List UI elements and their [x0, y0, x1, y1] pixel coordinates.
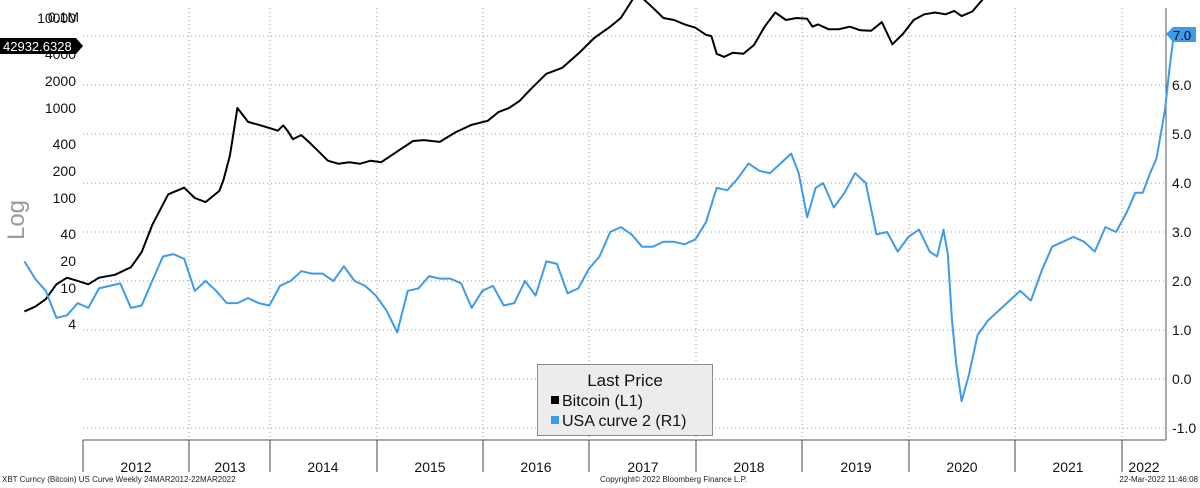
x-tick-label: 2015: [414, 459, 445, 475]
left-tick-label: 10: [60, 280, 76, 296]
series-line-bitcoin: [23, 0, 984, 313]
left-tick-label: 10000: [37, 10, 76, 26]
right-tick-label: 0.0: [1172, 371, 1192, 387]
x-tick-label: 2020: [946, 459, 977, 475]
left-tick-label: 1000: [45, 100, 76, 116]
left-tick-label: 400: [53, 136, 77, 152]
legend-label-usa-curve: USA curve 2 (R1): [562, 413, 687, 430]
right-tick-label: 6.0: [1172, 77, 1192, 93]
series-line-usa-curve: [23, 35, 1175, 403]
right-axis-ticks: 6.0 5.0 4.0 3.0 2.0 1.0 0.0 -1.0: [1172, 77, 1196, 436]
last-value-tag-left: [0, 38, 83, 54]
left-axis-label: Log: [3, 200, 30, 240]
left-tick-label: 200: [53, 163, 77, 179]
x-gridlines: [188, 8, 1123, 440]
left-tick-label: 4: [68, 316, 76, 332]
left-tick-label: 100: [53, 190, 77, 206]
left-tick-label: 0.1M: [48, 9, 79, 25]
x-tick-label: 2019: [840, 459, 871, 475]
right-tick-label: -1.0: [1172, 420, 1196, 436]
right-tick-label: 3.0: [1172, 224, 1192, 240]
right-tick-label: 1.0: [1172, 322, 1192, 338]
x-tick-label: 2018: [733, 459, 764, 475]
left-tick-label: 2000: [45, 73, 76, 89]
x-tick-label: 2021: [1052, 459, 1083, 475]
x-tick-label: 2022: [1128, 459, 1159, 475]
last-value-left: 42932.6328: [3, 39, 72, 54]
x-tick-label: 2014: [307, 459, 338, 475]
left-tick-label: 40: [60, 226, 76, 242]
left-tick-label: 20: [60, 253, 76, 269]
legend: Last Price Bitcoin (L1) USA curve 2 (R1): [537, 364, 713, 436]
right-tick-label: 4.0: [1172, 175, 1192, 191]
series-layer: [23, 0, 1175, 403]
legend-swatch-usa-curve: [551, 416, 559, 424]
x-axis: 2012 2013 2014 2015 2016 2017 2018 2019 2020 2021…: [82, 8, 1167, 475]
right-tick-label: 2.0: [1172, 273, 1192, 289]
last-value-labels: 42932.6328 7.0: [0, 27, 1196, 54]
legend-label-bitcoin: Bitcoin (L1): [562, 393, 643, 410]
last-value-tag-right: [1166, 27, 1196, 42]
legend-item-bitcoin: Bitcoin (L1): [551, 393, 643, 411]
x-tick-label: 2017: [627, 459, 658, 475]
legend-swatch-bitcoin: [551, 396, 559, 404]
left-axis-ticks: 0.1M200001000040002000100040020010040201…: [37, 9, 79, 332]
last-value-right: 7.0: [1173, 28, 1191, 43]
legend-item-usa-curve: USA curve 2 (R1): [551, 413, 686, 431]
footer-copyright: Copyright© 2022 Bloomberg Finance L.P.: [600, 475, 748, 484]
x-tick-label: 2012: [120, 459, 151, 475]
footer-source: XBT Curncy (Bitcoin) US Curve Weekly 24M…: [2, 475, 236, 484]
gridlines: [83, 35, 1166, 429]
right-tick-label: 5.0: [1172, 126, 1192, 142]
x-tick-label: 2016: [520, 459, 551, 475]
x-tick-label: 2013: [214, 459, 245, 475]
footer-timestamp: 22-Mar-2022 11:46:08: [1119, 475, 1198, 484]
legend-title: Last Price: [587, 371, 663, 390]
